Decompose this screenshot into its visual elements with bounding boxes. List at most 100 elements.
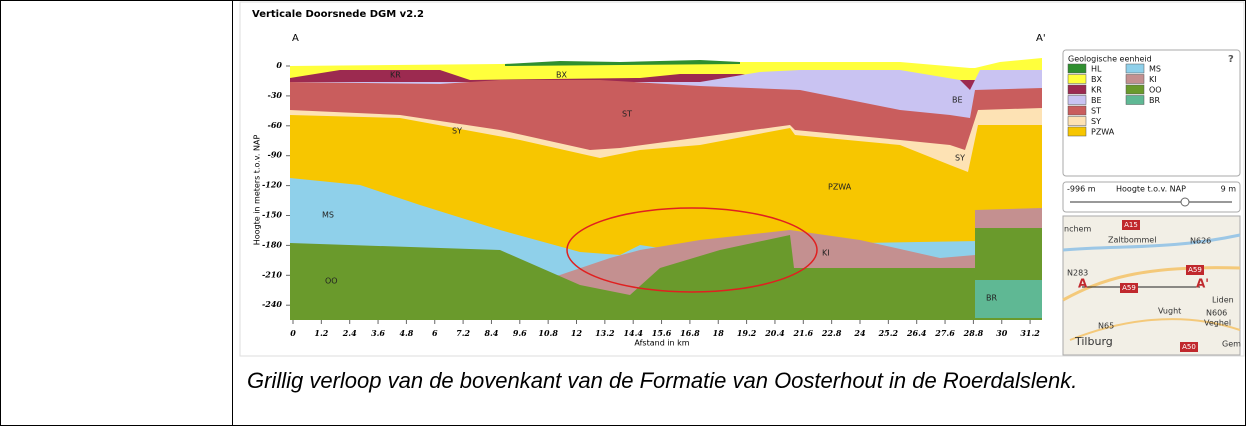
y-tick-label: -180 [262, 239, 282, 249]
y-tick-label: -150 [262, 210, 282, 220]
layer [975, 280, 1042, 318]
start-label: A [292, 33, 299, 44]
map-label: Liden [1212, 296, 1234, 305]
map-road [1062, 266, 1241, 302]
legend-swatch [1067, 116, 1087, 126]
map-label: A59 [1188, 266, 1202, 274]
legend-label: OO [1149, 86, 1162, 95]
legend-label: HL [1091, 65, 1102, 74]
x-tick-label: 31.2 [1020, 328, 1040, 338]
legend-swatch [1125, 74, 1145, 84]
y-tick-label: -240 [262, 299, 282, 309]
x-tick-label: 28.8 [963, 328, 984, 338]
unit-label: BR [986, 294, 997, 303]
legend-title: Geologische eenheid [1068, 55, 1152, 64]
x-axis: 0 1.2 2.4 3.6 4.8 6 7.2 8.4 9.6 10.8 12 13.2 14.4 15.… [290, 320, 1040, 338]
map-label: N626 [1190, 237, 1211, 246]
caption-line: Grillig verloop van de bovenkant van de … [247, 368, 1077, 393]
map-label: A [1078, 277, 1088, 291]
x-tick-label: 9.6 [513, 328, 527, 338]
legend-label: MS [1149, 65, 1161, 74]
map-road [1069, 318, 1241, 341]
y-axis-label: Hoogte in meters t.o.v. NAP [253, 135, 262, 246]
unit-label: SY [452, 127, 462, 136]
legend-label: BX [1091, 75, 1102, 84]
legend-label: SY [1091, 117, 1101, 126]
x-tick-label: 25.2 [878, 328, 899, 338]
unit-label: KR [390, 71, 401, 80]
map-label: A50 [1182, 343, 1196, 351]
map-label: Tilburg [1074, 335, 1113, 348]
x-axis-label: Afstand in km [634, 339, 689, 348]
map-river [1062, 233, 1241, 252]
legend-swatch [1125, 63, 1145, 74]
legend-label: KI [1149, 75, 1157, 84]
x-tick-label: 21.6 [793, 328, 814, 338]
legend-label: KR [1091, 86, 1102, 95]
x-tick-label: 24 [853, 328, 866, 338]
y-tick-label: 0 [276, 60, 282, 70]
slider-min: -996 m [1067, 185, 1096, 194]
legend-swatch [1067, 74, 1087, 84]
legend-label: PZWA [1091, 128, 1115, 137]
help-icon[interactable]: ? [1228, 54, 1234, 65]
map-label: Gem [1222, 340, 1241, 349]
map-label: N65 [1098, 322, 1114, 331]
map: nchem A15 Zaltbommel N626 N283 A59 A A59… [1062, 215, 1241, 356]
slider-label: Hoogte t.o.v. NAP [1116, 185, 1186, 194]
y-tick-label: -30 [268, 90, 283, 100]
legend-label: BR [1149, 96, 1160, 105]
unit-label: BE [952, 96, 963, 105]
x-tick-label: 15.6 [652, 328, 672, 338]
x-tick-label: 0 [290, 328, 296, 338]
legend-swatch [1067, 95, 1087, 105]
legend-label: BE [1091, 96, 1102, 105]
legend-label: ST [1091, 107, 1101, 116]
layer [290, 228, 1042, 320]
x-tick-label: 20.4 [764, 328, 785, 338]
map-label: N606 [1206, 309, 1227, 318]
map-label: A' [1196, 277, 1209, 291]
map-label: Vught [1158, 307, 1181, 316]
unit-label: MS [322, 211, 334, 220]
unit-label: BX [556, 71, 567, 80]
legend-swatch [1067, 84, 1087, 95]
x-tick-label: 3.6 [371, 328, 385, 338]
y-tick-label: -120 [262, 180, 282, 190]
x-tick-label: 26.4 [906, 328, 927, 338]
map-label: Zaltbommel [1108, 236, 1156, 245]
x-tick-label: 10.8 [538, 328, 558, 338]
y-tick-label: -60 [268, 120, 283, 130]
y-tick-label: -90 [268, 150, 283, 160]
legend-swatch [1125, 95, 1145, 105]
unit-label: PZWA [828, 183, 852, 192]
x-tick-label: 16.8 [680, 328, 700, 338]
unit-label: OO [325, 277, 338, 286]
unit-label: SY [955, 154, 965, 163]
slider-box [1062, 181, 1241, 213]
x-tick-label: 1.2 [314, 328, 328, 338]
layer [505, 60, 740, 66]
legend-swatch [1067, 63, 1087, 74]
x-tick-label: 2.4 [342, 328, 357, 338]
x-tick-label: 8.4 [484, 328, 498, 338]
unit-label: KI [822, 249, 830, 258]
x-tick-label: 13.2 [595, 328, 615, 338]
x-tick-label: 30 [996, 328, 1008, 338]
road-sign [1122, 220, 1140, 230]
x-tick-label: 14.4 [623, 328, 643, 338]
legend-box [1062, 49, 1241, 177]
slider-max: 9 m [1221, 185, 1237, 194]
highlight-ellipse [566, 207, 818, 293]
road-sign [1180, 342, 1198, 352]
x-tick-label: 18 [713, 328, 725, 338]
y-axis: 0 -30 -60 -90 -120 -150 -180 -210 -240 [262, 60, 290, 309]
x-tick-label: 12 [571, 328, 583, 338]
road-sign [1186, 265, 1204, 275]
legend-swatch [1125, 84, 1145, 95]
slider-handle[interactable] [1180, 197, 1190, 207]
map-label: Veghel [1204, 319, 1231, 328]
x-tick-label: 4.8 [399, 328, 413, 338]
